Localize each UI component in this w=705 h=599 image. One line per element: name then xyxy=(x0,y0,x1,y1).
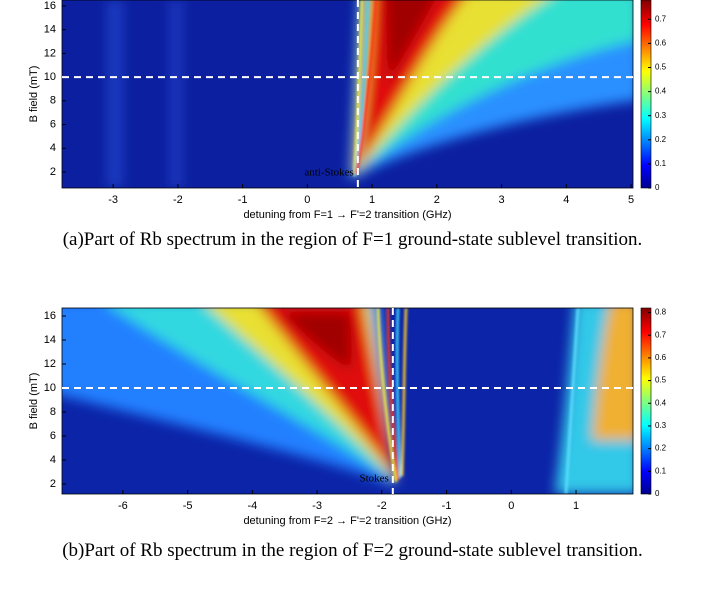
colorbar-tick-label: 0.7 xyxy=(655,330,667,339)
y-tick-label: 10 xyxy=(44,382,56,394)
x-tick-label: -3 xyxy=(312,500,322,512)
x-tick-label: 0 xyxy=(304,194,310,206)
annotation: anti-Stokes xyxy=(304,167,354,179)
x-tick-label: -1 xyxy=(442,500,452,512)
heatmap-a xyxy=(62,0,633,188)
y-tick-label: 8 xyxy=(50,95,56,107)
x-tick-label: 5 xyxy=(628,194,634,206)
y-tick-label: 14 xyxy=(44,24,56,36)
y-tick-label: 16 xyxy=(44,0,56,12)
colorbar-tick-label: 0.5 xyxy=(655,63,667,72)
colorbar-tick-label: 0.6 xyxy=(655,38,667,47)
x-tick-label: 3 xyxy=(499,194,505,206)
plot-frame xyxy=(61,0,634,189)
x-tick-label: -5 xyxy=(183,500,193,512)
colorbar-tick-label: 0.3 xyxy=(655,421,667,430)
caption: (b)Part of Rb spectrum in the region of … xyxy=(62,540,643,561)
y-tick-label: 12 xyxy=(44,47,56,59)
colorbar-tick-label: 0.6 xyxy=(655,353,667,362)
y-tick-label: 8 xyxy=(50,406,56,418)
y-tick-label: 6 xyxy=(50,118,56,130)
y-axis-label: B field (mT) xyxy=(28,66,40,123)
y-tick-label: 4 xyxy=(50,454,56,466)
x-tick-label: 0 xyxy=(508,500,514,512)
colorbar-tick-label: 0.4 xyxy=(655,398,667,407)
x-tick-label: -2 xyxy=(173,194,183,206)
y-tick-label: 16 xyxy=(44,310,56,322)
x-tick-label: -3 xyxy=(108,194,118,206)
y-tick-label: 4 xyxy=(50,142,56,154)
colorbar-tick-label: 0.8 xyxy=(655,308,667,317)
colorbar xyxy=(640,307,652,495)
x-tick-label: 1 xyxy=(369,194,375,206)
y-tick-label: 2 xyxy=(50,478,56,490)
colorbar-tick-label: 0.1 xyxy=(655,466,667,475)
colorbar-tick-label: 0 xyxy=(655,183,660,192)
colorbar-tick-label: 0.4 xyxy=(655,87,667,96)
x-tick-label: -4 xyxy=(247,500,257,512)
plot-frame xyxy=(61,307,634,495)
y-tick-label: 12 xyxy=(44,358,56,370)
x-tick-label: 1 xyxy=(573,500,579,512)
colorbar-tick-label: 0.7 xyxy=(655,14,667,23)
colorbar-tick-label: 0.2 xyxy=(655,444,667,453)
colorbar-tick-label: 0.1 xyxy=(655,159,667,168)
y-tick-label: 10 xyxy=(44,71,56,83)
x-tick-label: -2 xyxy=(377,500,387,512)
colorbar-tick-label: 0.5 xyxy=(655,376,667,385)
x-axis-label: detuning from F=2 → F'=2 transition (GHz… xyxy=(243,515,451,527)
y-tick-label: 2 xyxy=(50,166,56,178)
x-tick-label: 2 xyxy=(434,194,440,206)
heatmap-b xyxy=(62,308,633,494)
x-tick-label: -6 xyxy=(118,500,128,512)
colorbar xyxy=(640,0,652,189)
caption: (a)Part of Rb spectrum in the region of … xyxy=(62,229,643,250)
x-tick-label: -1 xyxy=(238,194,248,206)
colorbar-tick-label: 0.3 xyxy=(655,111,667,120)
annotation: Stokes xyxy=(359,473,388,485)
y-tick-label: 14 xyxy=(44,334,56,346)
colorbar-tick-label: 0.2 xyxy=(655,135,667,144)
x-tick-label: 4 xyxy=(563,194,569,206)
y-axis-label: B field (mT) xyxy=(28,373,40,430)
x-axis-label: detuning from F=1 → F'=2 transition (GHz… xyxy=(243,209,451,221)
colorbar-tick-label: 0 xyxy=(655,489,660,498)
y-tick-label: 6 xyxy=(50,430,56,442)
